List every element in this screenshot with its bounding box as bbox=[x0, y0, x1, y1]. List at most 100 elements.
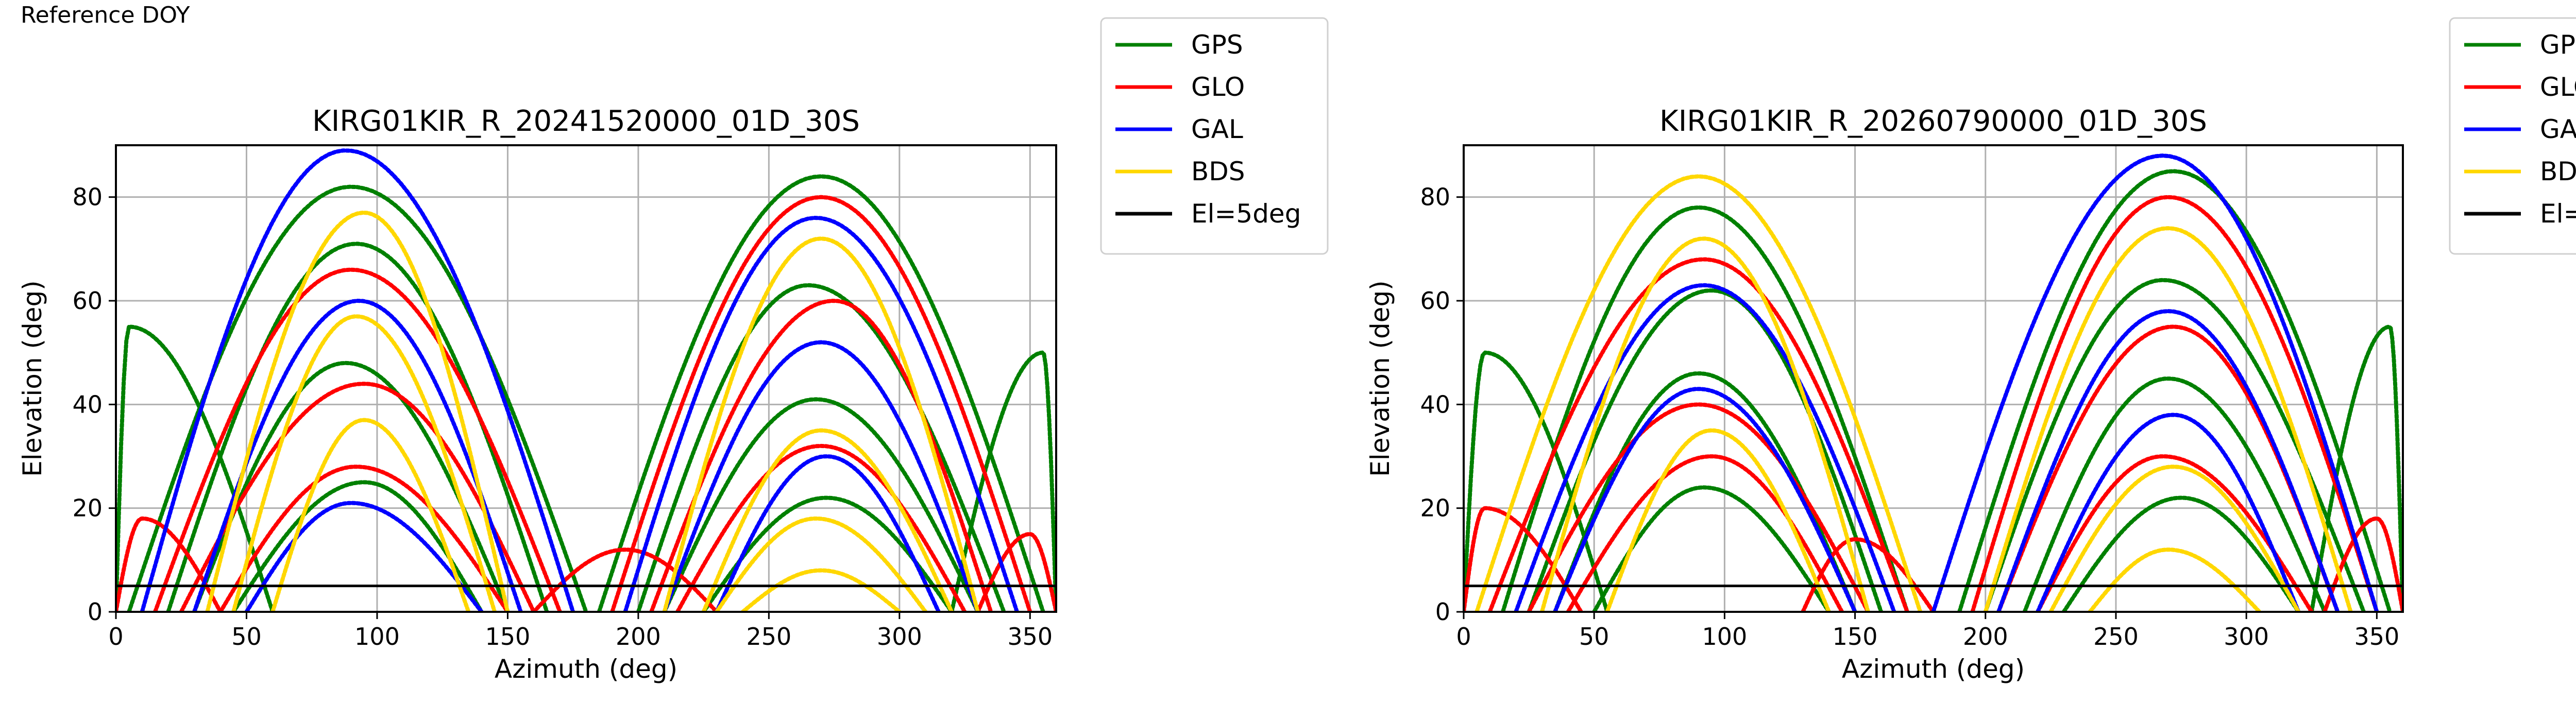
x-tick-label: 300 bbox=[2224, 623, 2269, 650]
arc-gal bbox=[662, 340, 980, 612]
legend: GPS GLO GAL BDS El=5deg bbox=[2449, 17, 2576, 255]
x-axis-label: Azimuth (deg) bbox=[495, 654, 677, 684]
arc-bds bbox=[2088, 547, 2262, 612]
x-tick-label: 50 bbox=[1579, 623, 1609, 650]
arc-gps bbox=[662, 397, 980, 612]
arc-gal bbox=[715, 454, 941, 612]
legend-label: GLO bbox=[2540, 72, 2576, 102]
x-tick-label: 150 bbox=[485, 623, 531, 650]
x-axis-label: Azimuth (deg) bbox=[1842, 654, 2025, 684]
axes-frame bbox=[1463, 144, 2404, 613]
arc-gps bbox=[1464, 350, 1609, 612]
legend-label: El=5deg bbox=[1191, 199, 1301, 229]
arc-gal bbox=[1553, 387, 1857, 612]
arc-gps bbox=[2309, 324, 2403, 612]
chart-title: KIRG01KIR_R_20241520000_01D_30S bbox=[312, 105, 860, 138]
arc-glo bbox=[649, 299, 993, 612]
arc-glo bbox=[179, 382, 536, 612]
x-tick-label: 250 bbox=[2093, 623, 2139, 650]
arc-bds bbox=[1983, 226, 2353, 612]
legend: GPS GLO GAL BDS El=5deg bbox=[1100, 17, 1329, 255]
arc-glo bbox=[1464, 506, 1583, 612]
arc-gps bbox=[2061, 495, 2301, 612]
arc-glo bbox=[1527, 402, 1870, 612]
arc-bds bbox=[2048, 465, 2301, 612]
arc-bds bbox=[662, 236, 980, 612]
y-tick-label: 80 bbox=[1420, 183, 1450, 211]
x-tick-label: 350 bbox=[1007, 623, 1053, 650]
x-tick-label: 100 bbox=[1702, 623, 1747, 650]
arc-gal bbox=[1931, 153, 2379, 612]
legend-label: GLO bbox=[1191, 72, 1245, 102]
arc-glo bbox=[153, 267, 562, 612]
arc-bds bbox=[701, 428, 954, 612]
arc-gal bbox=[2036, 413, 2301, 612]
legend-label: BDS bbox=[1191, 157, 1245, 186]
arc-bds bbox=[715, 516, 928, 612]
y-tick-label: 80 bbox=[72, 183, 103, 211]
x-tick-label: 50 bbox=[231, 623, 262, 650]
x-tick-label: 200 bbox=[1963, 623, 2008, 650]
legend-box bbox=[1100, 17, 1329, 255]
y-axis-label: Elevation (deg) bbox=[18, 280, 47, 476]
legend-label: El=5deg bbox=[2540, 199, 2576, 229]
y-tick-label: 0 bbox=[1435, 598, 1450, 626]
legend-box bbox=[2449, 17, 2576, 255]
y-tick-label: 20 bbox=[72, 494, 103, 522]
legend-label: GAL bbox=[1191, 114, 1243, 144]
x-tick-label: 300 bbox=[877, 623, 922, 650]
y-tick-label: 40 bbox=[72, 390, 103, 418]
arc-gal bbox=[140, 148, 575, 612]
arc-gps bbox=[231, 480, 484, 612]
arc-glo bbox=[1487, 257, 1909, 612]
series-bds bbox=[205, 210, 980, 612]
y-tick-label: 20 bbox=[1420, 494, 1450, 522]
arc-bds bbox=[1539, 236, 1870, 612]
chart-title: KIRG01KIR_R_20260790000_01D_30S bbox=[1659, 105, 2207, 138]
legend-label: GPS bbox=[1191, 30, 1243, 60]
arc-glo bbox=[1970, 195, 2379, 612]
arc-bds bbox=[205, 210, 510, 612]
arc-bds bbox=[270, 418, 471, 612]
arc-glo bbox=[2323, 516, 2403, 612]
arc-gps bbox=[1957, 169, 2392, 612]
legend-label: GAL bbox=[2540, 114, 2576, 144]
arc-gps bbox=[597, 174, 1045, 612]
chart-panels: 0 50 100 150 200 250 300 350020406080KIRG01KIR_… bbox=[18, 17, 2576, 684]
arc-bds bbox=[231, 314, 497, 612]
y-tick-label: 60 bbox=[72, 287, 103, 315]
y-axis-label: Elevation (deg) bbox=[1365, 280, 1395, 476]
arc-bds bbox=[1475, 174, 1923, 612]
x-tick-label: 350 bbox=[2354, 623, 2399, 650]
arc-glo bbox=[610, 195, 1032, 612]
arc-bds bbox=[1605, 428, 1831, 612]
arc-glo bbox=[675, 443, 967, 612]
arc-gps bbox=[1501, 205, 1909, 612]
y-tick-label: 40 bbox=[1420, 390, 1450, 418]
x-tick-label: 250 bbox=[746, 623, 791, 650]
arc-gal bbox=[1996, 309, 2340, 612]
x-tick-label: 0 bbox=[108, 623, 123, 650]
reference-doy-label: Reference DOY bbox=[21, 2, 190, 28]
x-tick-label: 0 bbox=[1456, 623, 1471, 650]
arc-glo bbox=[975, 532, 1056, 612]
legend-label: BDS bbox=[2540, 157, 2576, 186]
x-tick-label: 200 bbox=[616, 623, 661, 650]
chart-panel-1: 0 50 100 150 200 250 300 350 0 20 40 60 80 KIRG01KIR_… bbox=[18, 17, 1329, 684]
axes-frame bbox=[115, 144, 1057, 613]
series-gal bbox=[1514, 153, 2379, 612]
y-tick-label: 0 bbox=[88, 598, 103, 626]
arc-gps bbox=[636, 283, 1006, 612]
y-tick-label: 60 bbox=[1420, 287, 1450, 315]
plot-area bbox=[1464, 153, 2403, 612]
chart-panel-2: 0 50 100 150 200 250 300 350 0 20 40 60 80 KIRG01KIR_… bbox=[1365, 17, 2576, 684]
arc-glo bbox=[2036, 454, 2314, 612]
plot-area bbox=[116, 148, 1056, 612]
legend-label: GPS bbox=[2540, 30, 2576, 60]
x-tick-label: 100 bbox=[354, 623, 400, 650]
arc-gps bbox=[2022, 376, 2327, 612]
arc-gal bbox=[623, 215, 1019, 612]
x-tick-label: 150 bbox=[1833, 623, 1878, 650]
grid bbox=[115, 145, 1056, 613]
